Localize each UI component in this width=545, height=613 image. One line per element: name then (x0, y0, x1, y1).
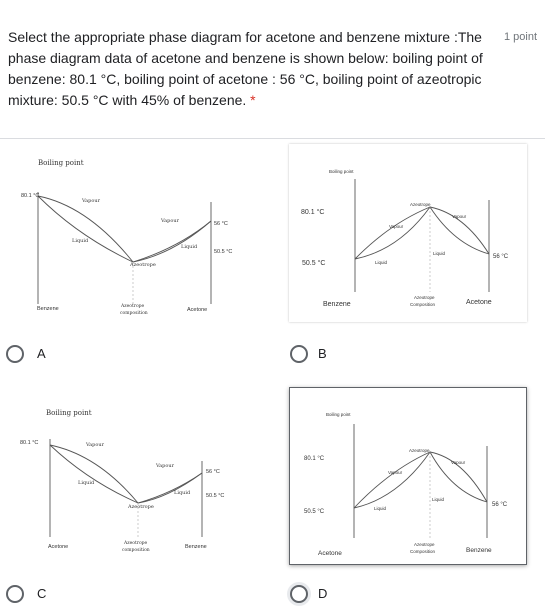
liquid-right: Liquid (432, 497, 445, 502)
x-right-label: Benzene (185, 544, 207, 550)
option-d-label[interactable]: D (318, 586, 328, 601)
x-right-label: Benzene (466, 547, 492, 554)
x-middle-label-2: Composition (410, 549, 436, 554)
temp-right-bottom: 50.5 °C (214, 249, 232, 255)
x-middle-label-2: composition (122, 547, 150, 553)
x-left-label: Benzene (37, 306, 59, 312)
temp-right-bottom: 50.5 °C (206, 493, 224, 499)
vapour-curve (37, 195, 212, 263)
azeotrope-label: Azeotrope (129, 262, 156, 268)
liquid-curve (354, 206, 490, 260)
phase-diagram-b: Boiling point 80.1 °C 50.5 °C 56 °C Azeo… (301, 169, 509, 308)
temp-left: 80.1 °C (20, 440, 38, 446)
temp-right: 56 °C (492, 502, 508, 508)
liquid-left: Liquid (78, 480, 95, 486)
option-c-label[interactable]: C (37, 586, 47, 601)
option-c-radio[interactable] (6, 585, 24, 603)
x-left-label: Acetone (48, 544, 68, 550)
x-middle-label-1: Azeotrope (120, 303, 145, 309)
y-axis-title: Boiling point (38, 159, 84, 167)
phase-diagram-d: Boiling point 80.1 °C 50.5 °C 56 °C Azeo… (304, 412, 508, 557)
vapour-left: Vapour (389, 224, 404, 229)
question-body: Select the appropriate phase diagram for… (8, 29, 483, 108)
liquid-curve (37, 195, 212, 263)
liquid-left: Liquid (375, 260, 388, 265)
y-axis-title: Boiling point (329, 169, 354, 174)
liquid-left: Liquid (374, 506, 387, 511)
x-middle-label-1: Azeotrope (414, 295, 435, 300)
option-d-radio[interactable] (290, 585, 308, 603)
vapour-curve (353, 451, 488, 509)
vapour-left: Vapour (85, 442, 105, 448)
vapour-left: Vapour (388, 470, 403, 475)
temp-left-bottom: 50.5 °C (302, 259, 325, 267)
vapour-right: Vapour (160, 218, 180, 224)
option-b-radio[interactable] (290, 345, 308, 363)
x-middle-label-2: composition (120, 310, 148, 316)
liquid-right: Liquid (433, 251, 446, 256)
liquid-right: Liquid (174, 490, 191, 496)
temp-right: 56 °C (493, 254, 509, 260)
required-marker: * (250, 92, 256, 108)
question-text: Select the appropriate phase diagram for… (8, 27, 490, 111)
vapour-right: Vapour (155, 463, 175, 469)
x-middle-label-1: Azeotrope (414, 542, 435, 547)
temp-left: 80.1 °C (21, 193, 39, 199)
y-axis-title: Boiling point (326, 412, 351, 417)
option-b-image[interactable]: Boiling point 80.1 °C 50.5 °C 56 °C Azeo… (289, 144, 527, 322)
liquid-curve (353, 451, 488, 509)
x-left-label: Acetone (318, 550, 342, 557)
option-a-radio[interactable] (6, 345, 24, 363)
azeotrope-label: Azeotrope (409, 448, 430, 453)
azeotrope-label: Azeotrope (410, 202, 431, 207)
option-a-image[interactable]: Boiling point 80.1 °C 56 °C 50.5 °C Vapo… (8, 144, 246, 322)
option-a-label[interactable]: A (37, 346, 46, 361)
option-b-label[interactable]: B (318, 346, 327, 361)
divider (0, 138, 545, 139)
liquid-left: Liquid (72, 238, 89, 244)
phase-diagram-c: Boiling point 80.1 °C 56 °C 50.5 °C Vapo… (20, 409, 224, 553)
option-c-image[interactable]: Boiling point 80.1 °C 56 °C 50.5 °C Vapo… (8, 393, 246, 571)
liquid-right: Liquid (181, 244, 198, 250)
temp-left-bottom: 50.5 °C (304, 509, 325, 515)
phase-diagram-a: Boiling point 80.1 °C 56 °C 50.5 °C Vapo… (21, 159, 232, 316)
x-middle-label-2: Composition (410, 302, 436, 307)
temp-right-top: 56 °C (206, 469, 220, 475)
x-middle-label-1: Azeotrope (123, 540, 148, 546)
temp-right-top: 56 °C (214, 221, 228, 227)
x-right-label: Acetone (187, 307, 207, 313)
x-right-label: Acetone (466, 299, 492, 306)
liquid-curve (49, 444, 203, 504)
x-left-label: Benzene (323, 301, 351, 308)
azeotrope-label: Azeotrope (127, 504, 154, 510)
temp-left-top: 80.1 °C (304, 456, 325, 462)
vapour-right: Vapour (452, 214, 467, 219)
vapour-right: Vapour (451, 460, 466, 465)
points-label: 1 point (503, 31, 537, 43)
vapour-curve (354, 206, 490, 260)
y-axis-title: Boiling point (46, 409, 92, 417)
temp-left-top: 80.1 °C (301, 208, 324, 216)
option-d-image[interactable]: Boiling point 80.1 °C 50.5 °C 56 °C Azeo… (289, 387, 527, 565)
vapour-left: Vapour (81, 198, 101, 204)
